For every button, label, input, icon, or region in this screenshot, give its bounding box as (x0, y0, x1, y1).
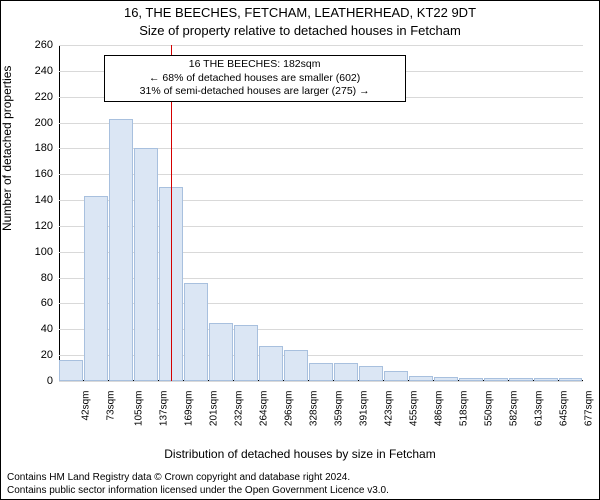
histogram-bar (384, 371, 408, 381)
y-tick-label: 240 (35, 65, 59, 77)
y-tick-label: 40 (41, 323, 59, 335)
annotation-line2: ← 68% of detached houses are smaller (60… (111, 72, 399, 86)
histogram-bar (59, 360, 83, 381)
histogram-bar (259, 346, 283, 381)
x-tick-label: 423sqm (383, 391, 394, 427)
x-tick-label: 105sqm (134, 391, 145, 427)
chart-title-line2: Size of property relative to detached ho… (1, 23, 599, 38)
histogram-bar (509, 378, 533, 381)
x-tick-label: 296sqm (283, 391, 294, 427)
x-tick-label: 455sqm (408, 391, 419, 427)
x-tick-label: 201sqm (209, 391, 220, 427)
histogram-bar (534, 378, 558, 381)
y-axis-label: Number of detached properties (0, 66, 14, 231)
plot-area: 02040608010012014016018020022024026042sq… (59, 45, 583, 381)
histogram-bar (309, 363, 333, 381)
x-tick-label: 677sqm (583, 391, 594, 427)
y-tick-label: 100 (35, 246, 59, 258)
x-tick-label: 391sqm (358, 391, 369, 427)
chart-title-line1: 16, THE BEECHES, FETCHAM, LEATHERHEAD, K… (1, 5, 599, 20)
gridline (59, 45, 583, 46)
footer-line1: Contains HM Land Registry data © Crown c… (7, 472, 389, 485)
x-tick-label: 518sqm (458, 391, 469, 427)
y-tick-label: 60 (41, 297, 59, 309)
y-axis-line (59, 45, 60, 381)
y-tick-label: 180 (35, 142, 59, 154)
histogram-bar (284, 350, 308, 381)
x-tick-label: 486sqm (433, 391, 444, 427)
x-tick-label: 645sqm (558, 391, 569, 427)
y-tick-label: 160 (35, 168, 59, 180)
histogram-bar (409, 376, 433, 381)
histogram-bar (559, 378, 583, 381)
annotation-line3: 31% of semi-detached houses are larger (… (111, 85, 399, 99)
y-tick-label: 80 (41, 272, 59, 284)
x-tick-label: 613sqm (533, 391, 544, 427)
x-tick-label: 582sqm (508, 391, 519, 427)
histogram-bar (184, 283, 208, 381)
footer-attribution: Contains HM Land Registry data © Crown c… (7, 472, 389, 497)
histogram-bar (434, 377, 458, 381)
histogram-bar (359, 366, 383, 382)
histogram-bar (209, 323, 233, 381)
annotation-line1: 16 THE BEECHES: 182sqm (111, 58, 399, 72)
x-axis-label: Distribution of detached houses by size … (1, 447, 599, 461)
x-tick-label: 137sqm (159, 391, 170, 427)
gridline (59, 381, 583, 382)
y-tick-label: 200 (35, 117, 59, 129)
x-tick-label: 232sqm (233, 391, 244, 427)
histogram-bar (459, 378, 483, 381)
x-tick-label: 42sqm (81, 391, 92, 421)
histogram-bar (334, 363, 358, 381)
chart-container: 16, THE BEECHES, FETCHAM, LEATHERHEAD, K… (0, 0, 600, 500)
y-tick-label: 260 (35, 39, 59, 51)
x-tick-label: 359sqm (333, 391, 344, 427)
histogram-bar (109, 119, 133, 381)
histogram-bar (134, 148, 158, 381)
x-tick-label: 169sqm (184, 391, 195, 427)
gridline (59, 123, 583, 124)
x-tick-label: 73sqm (106, 391, 117, 421)
y-tick-label: 0 (47, 375, 59, 387)
histogram-bar (84, 196, 108, 381)
y-tick-label: 220 (35, 91, 59, 103)
y-tick-label: 20 (41, 349, 59, 361)
x-tick-label: 328sqm (308, 391, 319, 427)
y-tick-label: 140 (35, 194, 59, 206)
histogram-bar (484, 378, 508, 381)
footer-line2: Contains public sector information licen… (7, 485, 389, 498)
annotation-box: 16 THE BEECHES: 182sqm← 68% of detached … (104, 55, 406, 102)
y-tick-label: 120 (35, 220, 59, 232)
histogram-bar (234, 325, 258, 381)
x-tick-label: 264sqm (258, 391, 269, 427)
x-tick-label: 550sqm (483, 391, 494, 427)
